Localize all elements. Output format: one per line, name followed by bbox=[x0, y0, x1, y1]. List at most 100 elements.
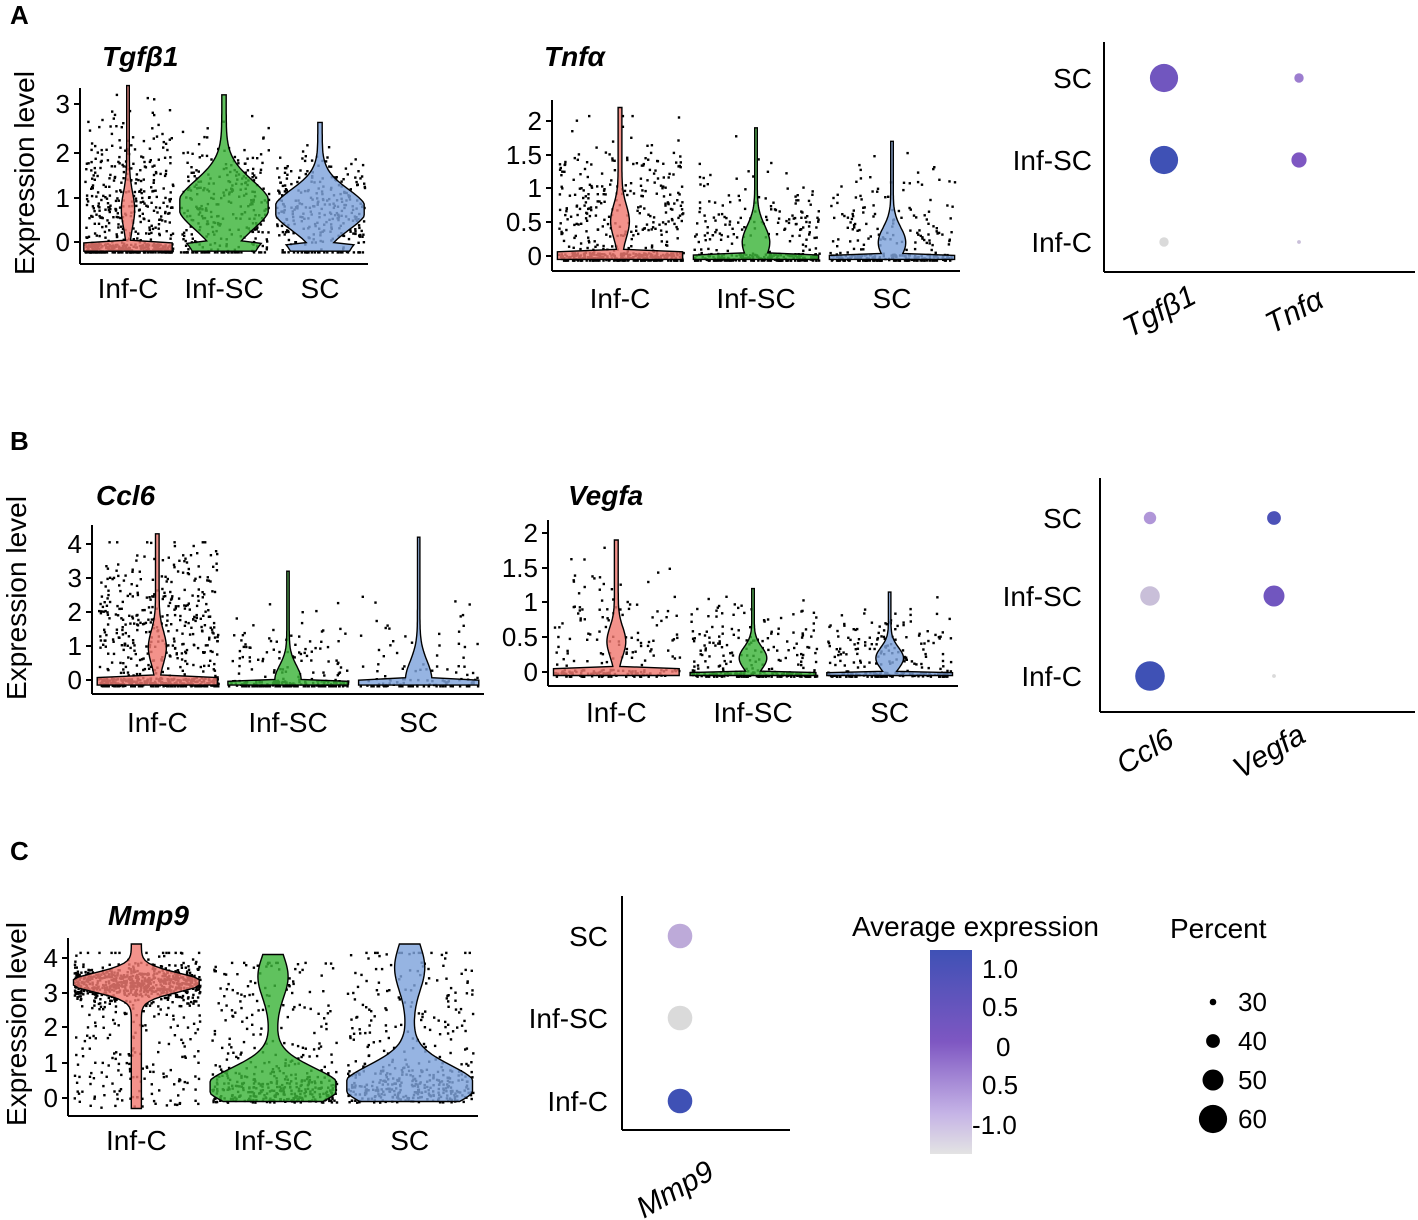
jitter-point bbox=[341, 251, 344, 254]
jitter-point bbox=[143, 608, 146, 612]
jitter-point bbox=[600, 661, 604, 665]
jitter-point bbox=[176, 570, 180, 573]
jitter-point bbox=[463, 645, 467, 649]
jitter-point bbox=[856, 652, 859, 656]
jitter-point bbox=[627, 246, 630, 250]
jitter-point bbox=[103, 1005, 106, 1009]
jitter-point bbox=[914, 241, 917, 244]
jitter-point bbox=[318, 685, 321, 688]
jitter-point bbox=[301, 611, 304, 614]
jitter-point bbox=[757, 158, 760, 161]
jitter-point bbox=[118, 636, 121, 639]
jitter-point bbox=[233, 251, 237, 254]
jitter-point bbox=[161, 219, 164, 222]
jitter-point bbox=[161, 132, 164, 136]
jitter-point bbox=[777, 217, 781, 220]
jitter-point bbox=[198, 1014, 201, 1017]
jitter-point bbox=[671, 219, 674, 222]
jitter-point bbox=[105, 148, 108, 151]
jitter-point bbox=[231, 659, 234, 663]
jitter-point bbox=[800, 675, 803, 678]
jitter-point bbox=[917, 233, 920, 236]
x-tick-label: Inf-C bbox=[590, 283, 651, 314]
jitter-point bbox=[638, 212, 641, 215]
jitter-point bbox=[109, 173, 112, 177]
jitter-point bbox=[703, 644, 706, 647]
jitter-point bbox=[184, 251, 187, 254]
jitter-point bbox=[588, 214, 592, 218]
jitter-point bbox=[637, 232, 640, 236]
jitter-point bbox=[116, 212, 119, 215]
jitter-point bbox=[935, 230, 938, 233]
jitter-point bbox=[106, 567, 110, 570]
jitter-point bbox=[600, 202, 603, 205]
jitter-point bbox=[713, 259, 716, 262]
jitter-point bbox=[744, 188, 747, 191]
jitter-point bbox=[743, 611, 746, 615]
jitter-point bbox=[558, 193, 562, 196]
jitter-point bbox=[198, 985, 202, 989]
jitter-point bbox=[925, 218, 928, 221]
jitter-point bbox=[338, 671, 342, 674]
jitter-point bbox=[654, 169, 657, 172]
jitter-point bbox=[742, 675, 746, 678]
jitter-point bbox=[131, 615, 134, 618]
jitter-point bbox=[118, 684, 121, 688]
jitter-point bbox=[153, 164, 156, 167]
jitter-point bbox=[731, 654, 735, 657]
jitter-point bbox=[180, 966, 184, 969]
jitter-point bbox=[679, 204, 683, 207]
jitter-point bbox=[279, 181, 282, 184]
jitter-point bbox=[691, 630, 695, 633]
jitter-point bbox=[840, 185, 843, 188]
jitter-point bbox=[794, 195, 797, 198]
jitter-point bbox=[651, 226, 655, 229]
x-tick-label: Inf-C bbox=[98, 273, 159, 304]
jitter-point bbox=[693, 665, 696, 668]
jitter-point bbox=[184, 966, 187, 969]
y-tick-label: 3 bbox=[44, 978, 58, 1008]
jitter-point bbox=[830, 204, 833, 208]
jitter-point bbox=[805, 259, 808, 262]
jitter-point bbox=[120, 617, 123, 620]
jitter-point bbox=[611, 140, 615, 143]
jitter-point bbox=[140, 155, 143, 158]
jitter-point bbox=[73, 1097, 76, 1100]
jitter-point bbox=[163, 954, 166, 958]
jitter-point bbox=[171, 232, 175, 235]
jitter-point bbox=[882, 635, 886, 639]
jitter-point bbox=[632, 234, 635, 237]
y-tick-label: 2 bbox=[56, 138, 70, 168]
jitter-point bbox=[90, 214, 93, 218]
jitter-point bbox=[102, 643, 105, 646]
jitter-point bbox=[199, 684, 202, 688]
jitter-point bbox=[136, 591, 139, 594]
jitter-point bbox=[767, 668, 771, 671]
jitter-point bbox=[835, 648, 838, 651]
jitter-point bbox=[124, 631, 127, 635]
jitter-point bbox=[770, 675, 773, 678]
jitter-point bbox=[113, 113, 117, 117]
jitter-point bbox=[926, 630, 929, 633]
jitter-point bbox=[180, 964, 183, 967]
jitter-point bbox=[166, 685, 169, 688]
jitter-point bbox=[132, 685, 135, 688]
jitter-point bbox=[286, 165, 289, 168]
jitter-point bbox=[855, 180, 858, 183]
jitter-point bbox=[145, 1029, 148, 1032]
jitter-point bbox=[264, 675, 267, 678]
jitter-point bbox=[304, 155, 307, 158]
jitter-point bbox=[167, 644, 170, 647]
jitter-point bbox=[120, 190, 123, 194]
jitter-point bbox=[122, 165, 125, 168]
jitter-point bbox=[583, 204, 586, 207]
jitter-point bbox=[164, 220, 167, 223]
jitter-point bbox=[151, 605, 154, 609]
jitter-point bbox=[866, 675, 869, 678]
jitter-point bbox=[603, 546, 606, 549]
jitter-point bbox=[843, 214, 846, 218]
jitter-point bbox=[627, 607, 631, 611]
jitter-point bbox=[720, 212, 724, 216]
jitter-point bbox=[923, 259, 926, 262]
